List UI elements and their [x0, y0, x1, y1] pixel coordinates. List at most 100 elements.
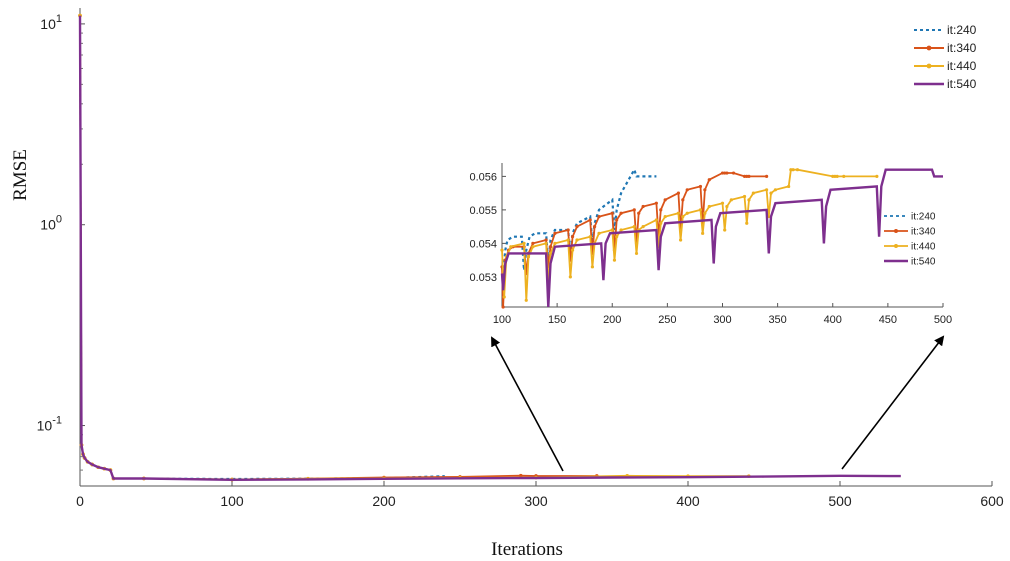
inset-series-marker [789, 168, 793, 172]
inset-series-marker [637, 211, 641, 215]
inset-series-marker [729, 198, 733, 202]
inset-series-marker [698, 208, 703, 212]
inset-series-marker [531, 245, 535, 249]
main-legend-label: it:540 [947, 77, 977, 91]
inset-series-marker [566, 238, 570, 242]
inset-series-marker [597, 231, 601, 235]
inset-series-marker [593, 225, 597, 229]
inset-series-marker [548, 251, 553, 256]
inset-series-marker [681, 198, 685, 202]
inset-series-marker [568, 275, 572, 279]
inset-series-marker [641, 204, 645, 209]
main-legend-label: it:440 [947, 59, 977, 73]
inset-x-ticks: 100 150 200 250 300 350 400 450 500 [493, 303, 952, 326]
inset-series-marker [654, 201, 658, 205]
inset-legend-label: it:540 [911, 257, 936, 268]
inset-legend-label: it:440 [911, 242, 936, 253]
main-legend-label: it:340 [947, 41, 977, 55]
inset-series-marker [795, 168, 800, 172]
inset-legend-marker [894, 229, 898, 233]
inset-series-marker [610, 211, 614, 215]
inset-series-marker [773, 188, 778, 192]
inset-series-marker [707, 204, 711, 209]
inset-x-tick-label: 250 [658, 314, 676, 326]
inset-x-tick-label: 400 [824, 314, 842, 326]
inset-series-marker [698, 184, 703, 189]
inset-series-marker [745, 174, 749, 178]
inset-series-marker [685, 188, 689, 192]
inset-series-marker [619, 228, 623, 232]
zoom-arrow-left [491, 336, 564, 472]
inset-series-marker [875, 174, 879, 178]
inset-series-marker [575, 225, 579, 229]
inset-series-marker [502, 295, 506, 299]
inset-x-tick-label: 500 [934, 314, 952, 326]
inset-series-marker [676, 211, 681, 215]
inset-legend-label: it:340 [911, 227, 936, 238]
inset-series-marker [612, 258, 617, 262]
inset-series-line [500, 168, 943, 308]
inset-series-marker [745, 221, 749, 225]
main-y-tick-label: 100 [40, 214, 62, 233]
inset-series-marker [553, 241, 557, 245]
main-series-marker [519, 473, 523, 478]
inset-series-marker [681, 214, 685, 219]
zoom-arrow-right [841, 335, 945, 470]
inset-series-marker [725, 204, 729, 209]
main-x-tick-label: 0 [76, 493, 84, 509]
inset-series-marker [632, 208, 636, 212]
inset-y-tick-label: 0.053 [469, 272, 497, 284]
inset-x-tick-label: 450 [879, 314, 897, 326]
y-axis-title: RMSE [10, 149, 31, 201]
inset-legend: it:240 it:340 it:440 it:540 [884, 212, 936, 268]
inset-plot: 100 150 200 250 300 350 400 450 500 0.0530.0540.… [469, 163, 952, 326]
inset-x-tick-label: 300 [713, 314, 731, 326]
inset-series-marker [835, 174, 839, 178]
inset-series-marker [679, 238, 683, 242]
inset-series-marker [615, 235, 619, 239]
inset-legend-marker [894, 244, 898, 248]
inset-series-marker [707, 178, 711, 182]
inset-series-marker [524, 298, 528, 302]
main-x-tick-label: 100 [220, 493, 244, 509]
inset-x-tick-label: 200 [603, 314, 621, 326]
inset-series-marker [723, 171, 727, 175]
inset-series-marker [575, 238, 579, 242]
main-legend-marker [926, 45, 932, 51]
inset-series-marker [765, 188, 769, 192]
inset-series-marker [769, 191, 773, 195]
inset-series-marker [553, 231, 557, 235]
inset-series-marker [720, 201, 725, 205]
inset-series-marker [501, 305, 505, 309]
inset-x-tick-label: 350 [768, 314, 786, 326]
inset-series-marker [842, 174, 846, 178]
inset-series-marker [570, 248, 575, 252]
inset-x-tick-label: 150 [548, 314, 566, 326]
x-axis-title: Iterations [491, 539, 563, 560]
inset-series-marker [701, 231, 705, 235]
inset-series-marker [659, 208, 663, 212]
inset-series-marker [544, 238, 548, 242]
inset-series-marker [615, 218, 619, 222]
inset-series-marker [747, 174, 751, 178]
inset-series-marker [676, 191, 681, 195]
inset-series-marker [570, 235, 575, 239]
inset-series-marker [610, 228, 614, 232]
inset-series-marker [500, 248, 504, 252]
inset-series-marker [588, 218, 592, 222]
main-x-tick-label: 600 [980, 493, 1004, 509]
main-x-tick-label: 200 [372, 493, 396, 509]
inset-series-marker [634, 251, 639, 256]
inset-series-marker [509, 245, 513, 249]
inset-y-tick-label: 0.055 [469, 205, 497, 217]
inset-series-marker [731, 171, 736, 175]
inset-series-marker [522, 241, 526, 245]
inset-series [500, 166, 943, 309]
inset-series-marker [641, 225, 645, 229]
inset-series-marker [685, 211, 689, 215]
inset-series-marker [833, 174, 837, 178]
inset-series-marker [742, 194, 747, 199]
inset-y-tick-label: 0.054 [469, 238, 497, 250]
main-y-tick-label: 10-1 [37, 415, 62, 434]
inset-series-marker [720, 171, 725, 175]
